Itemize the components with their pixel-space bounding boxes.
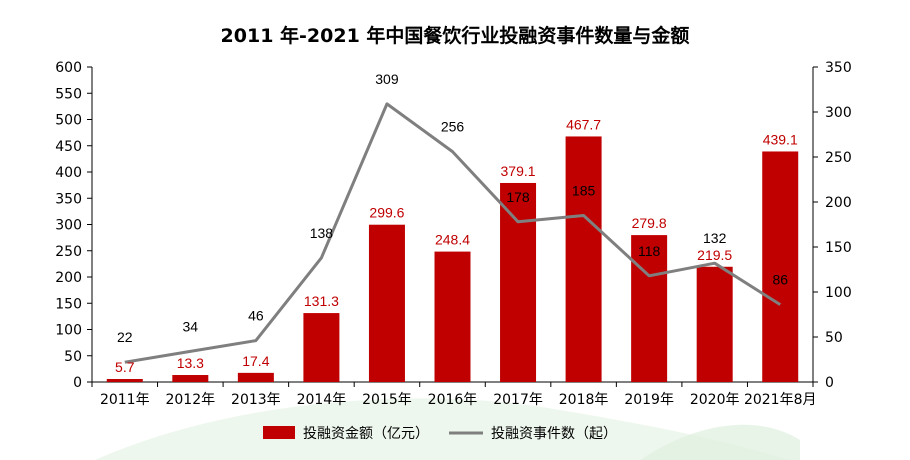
line-data-label: 22 — [117, 329, 133, 345]
x-tick-label: 2021年8月 — [744, 392, 817, 408]
bar — [500, 182, 537, 382]
bar-data-label: 13.3 — [177, 355, 204, 371]
x-tick-label: 2016年 — [428, 392, 478, 408]
y-right-tick-label: 0 — [825, 375, 834, 391]
background-decoration — [640, 424, 800, 460]
line-data-label: 138 — [310, 225, 334, 241]
x-tick-label: 2019年 — [624, 392, 674, 408]
background-decoration — [95, 398, 790, 460]
x-tick-label: 2013年 — [231, 392, 281, 408]
x-tick-label: 2020年 — [690, 392, 740, 408]
bar — [434, 251, 471, 382]
y-right-tick-label: 350 — [825, 60, 852, 76]
line-data-label: 46 — [248, 308, 264, 324]
line-series-path — [124, 102, 782, 364]
y-left-tick-label: 100 — [55, 323, 82, 339]
bar — [696, 266, 733, 382]
y-left-tick-label: 250 — [55, 244, 82, 260]
y-left-tick-label: 600 — [55, 60, 82, 76]
bar — [368, 224, 405, 382]
bar-data-label: 248.4 — [435, 232, 470, 248]
line-data-label: 118 — [638, 243, 661, 259]
bar — [762, 151, 799, 382]
y-left-tick-label: 400 — [55, 165, 82, 181]
legend-swatch-bar — [263, 426, 295, 439]
x-tick-label: 2017年 — [493, 392, 543, 408]
x-axis-labels: 2011年 2012年 2013年 2014年 2015年 2016年 2017年 2018年… — [100, 392, 817, 408]
y-right-tick-label: 300 — [825, 105, 852, 121]
bar-data-label: 467.7 — [566, 116, 601, 132]
bar-data-label: 131.3 — [304, 293, 339, 309]
y-right-tick-label: 100 — [825, 285, 852, 301]
bar-data-label: 5.7 — [115, 359, 135, 375]
bar-data-label: 379.1 — [501, 163, 536, 179]
legend-label-line: 投融资事件数（起） — [491, 426, 617, 442]
y-right-tick-label: 150 — [825, 240, 852, 256]
line-data-label: 178 — [506, 189, 530, 205]
x-tick-label: 2018年 — [559, 392, 609, 408]
x-tick-label: 2014年 — [297, 392, 347, 408]
bar — [631, 235, 668, 382]
y-right-tick-label: 50 — [825, 330, 843, 346]
bars — [106, 136, 799, 382]
line-data-label: 185 — [572, 183, 596, 199]
line-series — [124, 102, 782, 364]
y-left-tick-label: 50 — [64, 349, 82, 365]
legend-label-bar: 投融资金额（亿元） — [303, 426, 429, 442]
bar-data-label: 219.5 — [697, 247, 732, 263]
bar-data-label: 279.8 — [632, 215, 667, 231]
line-data-label: 34 — [183, 318, 199, 334]
bar — [237, 372, 274, 382]
x-tick-label: 2012年 — [165, 392, 215, 408]
y-left-tick-label: 500 — [55, 113, 82, 129]
y-left-tick-label: 350 — [55, 191, 82, 207]
chart-title: 2011 年-2021 年中国餐饮行业投融资事件数量与金额 — [221, 24, 690, 47]
axes: 0 50 100 150 200 250 300 350 400 450 500 550 600 0 50 1… — [55, 60, 851, 391]
bar-data-label: 299.6 — [369, 205, 404, 221]
line-data-label: 86 — [772, 272, 788, 288]
bar-labels: 5.7 13.3 17.4 131.3 299.6 248.4 379.1 467.7 279.… — [115, 116, 798, 375]
y-left-tick-label: 550 — [55, 86, 82, 102]
y-left-tick-label: 150 — [55, 296, 82, 312]
line-data-label: 256 — [441, 119, 465, 135]
y-right-tick-label: 250 — [825, 150, 852, 166]
line-labels: 22 34 46 138 309 256 178 185 118 132 86 — [117, 71, 788, 345]
bar-data-label: 17.4 — [242, 353, 269, 369]
x-tick-label: 2015年 — [362, 392, 412, 408]
y-left-tick-label: 450 — [55, 139, 82, 155]
y-left-tick-label: 0 — [73, 375, 82, 391]
x-tick-label: 2011年 — [100, 392, 150, 408]
bar — [565, 136, 602, 382]
line-data-label: 309 — [375, 71, 399, 87]
bar — [303, 313, 340, 382]
line-data-label: 132 — [703, 230, 727, 246]
bar-data-label: 439.1 — [763, 131, 798, 147]
y-left-tick-label: 300 — [55, 218, 82, 234]
bar — [172, 375, 209, 382]
legend: 投融资金额（亿元） 投融资事件数（起） — [263, 426, 617, 442]
y-left-tick-label: 200 — [55, 270, 82, 286]
bar — [106, 379, 143, 382]
y-right-tick-label: 200 — [825, 195, 852, 211]
